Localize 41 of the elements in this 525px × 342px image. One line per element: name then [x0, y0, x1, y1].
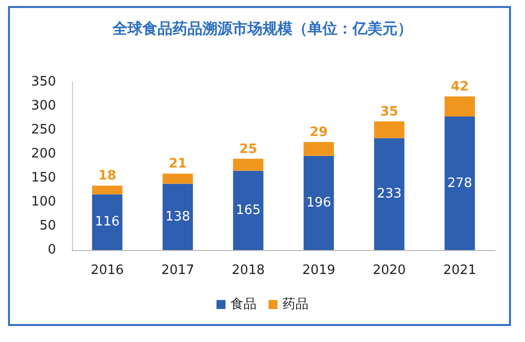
bar [92, 194, 122, 250]
bar [233, 158, 264, 171]
bar [374, 138, 404, 250]
data-label: 42 [450, 79, 469, 94]
y-tick-label: 0 [48, 242, 56, 258]
x-tick-label: 2019 [302, 263, 336, 278]
chart-title: 全球食品药品溯源市场规模（单位：亿美元） [112, 20, 412, 38]
bar [233, 170, 264, 250]
bar [374, 121, 404, 138]
y-tick-label: 100 [31, 194, 56, 210]
data-label: 21 [168, 156, 187, 172]
data-label: 25 [239, 142, 258, 157]
y-tick-label: 250 [31, 122, 56, 138]
data-label: 35 [380, 104, 398, 120]
data-label: 29 [310, 125, 328, 140]
bar [444, 96, 475, 117]
data-label: 233 [376, 186, 402, 202]
y-tick-label: 350 [31, 74, 56, 90]
x-tick-label: 2021 [443, 263, 476, 278]
legend-label: 药品 [282, 297, 308, 312]
bar [444, 116, 475, 250]
y-tick-label: 300 [31, 98, 56, 114]
data-label: 116 [94, 214, 120, 230]
data-label: 196 [306, 195, 332, 210]
y-tick-label: 200 [31, 146, 56, 162]
x-tick-label: 2020 [372, 263, 406, 278]
y-tick-label: 150 [31, 170, 56, 186]
data-label: 138 [165, 209, 190, 224]
x-tick-label: 2016 [90, 263, 124, 278]
bar [304, 142, 334, 156]
legend-label: 食品 [230, 297, 256, 312]
bar [92, 186, 122, 194]
data-label: 18 [98, 168, 116, 184]
x-tick-label: 2018 [232, 263, 265, 278]
data-label: 278 [447, 176, 472, 191]
bar [162, 184, 193, 250]
bar [304, 156, 334, 250]
bar [162, 174, 193, 184]
x-tick-label: 2017 [161, 263, 194, 278]
data-label: 165 [236, 202, 261, 218]
y-tick-label: 50 [39, 218, 56, 234]
